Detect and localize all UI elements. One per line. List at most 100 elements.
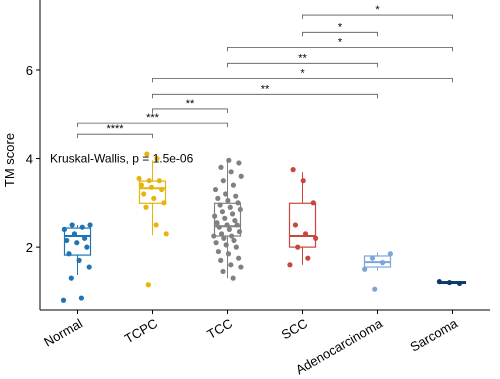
point — [213, 240, 219, 246]
point — [446, 279, 453, 286]
significance-label: ** — [261, 83, 270, 95]
point — [227, 204, 233, 210]
point — [231, 237, 237, 244]
x-tick-label: SCC — [279, 316, 310, 343]
significance-label: ** — [186, 98, 195, 110]
point — [156, 178, 162, 184]
significance-label: * — [338, 21, 343, 33]
point — [69, 222, 75, 228]
significance-bracket — [302, 14, 453, 20]
point — [76, 257, 82, 263]
point — [228, 262, 234, 268]
y-tick-label: 4 — [26, 152, 33, 167]
point — [215, 248, 222, 255]
significance-bracket — [227, 62, 378, 68]
point — [214, 220, 220, 226]
point — [228, 169, 234, 175]
point — [225, 198, 231, 204]
y-axis-label: TM score — [2, 133, 17, 187]
point — [163, 231, 169, 237]
point — [238, 264, 244, 270]
point — [138, 182, 144, 188]
point — [362, 266, 368, 272]
significance-label: * — [338, 36, 343, 48]
point — [60, 297, 67, 303]
significance-bracket — [152, 108, 228, 113]
point — [236, 255, 242, 261]
point — [223, 242, 229, 248]
point — [141, 191, 147, 197]
point — [287, 262, 293, 268]
significance-bracket — [77, 133, 153, 139]
point — [230, 182, 237, 188]
point — [211, 233, 217, 239]
point — [225, 251, 232, 257]
box-group — [436, 279, 467, 287]
point — [456, 280, 463, 287]
point — [302, 231, 309, 237]
point — [295, 244, 301, 250]
point — [144, 151, 150, 157]
point — [223, 191, 229, 197]
point — [84, 244, 90, 250]
point — [154, 155, 160, 162]
significance-bracket — [302, 31, 378, 37]
point — [153, 222, 159, 228]
point — [233, 244, 239, 250]
box-group — [362, 251, 393, 292]
x-tick-label: Normal — [41, 316, 85, 350]
point — [229, 233, 235, 239]
point — [233, 193, 239, 199]
point — [237, 206, 243, 213]
point — [229, 211, 236, 217]
point — [236, 229, 243, 235]
point — [219, 209, 226, 215]
point — [218, 257, 224, 263]
point — [220, 268, 226, 275]
point — [222, 215, 228, 221]
point — [221, 235, 227, 241]
significance-bracket — [152, 93, 378, 99]
point — [226, 157, 232, 163]
point — [151, 195, 157, 201]
point — [218, 231, 225, 237]
box-group — [136, 151, 169, 288]
point — [224, 222, 230, 228]
point — [300, 178, 306, 184]
point — [212, 213, 218, 219]
point — [212, 186, 219, 193]
point — [87, 222, 93, 228]
significance-bracket — [152, 77, 453, 83]
point — [235, 200, 241, 206]
point — [61, 226, 67, 232]
significance-label: **** — [106, 123, 124, 135]
point — [158, 186, 165, 193]
point — [238, 173, 244, 179]
point — [372, 286, 378, 292]
point — [387, 251, 393, 257]
significance-label: ** — [298, 52, 307, 64]
point — [234, 222, 240, 228]
point — [290, 167, 296, 173]
point — [143, 204, 149, 210]
point — [379, 260, 386, 266]
point — [226, 226, 232, 232]
box-group — [211, 157, 244, 281]
point — [146, 178, 152, 184]
point — [236, 160, 242, 166]
significance-bracket — [77, 122, 228, 128]
point — [136, 175, 142, 182]
significance-label: *** — [146, 112, 160, 124]
box — [138, 180, 167, 204]
point — [148, 184, 155, 190]
point — [78, 295, 84, 301]
significance-label: * — [300, 67, 305, 79]
point — [86, 264, 92, 270]
point — [230, 275, 236, 281]
point — [220, 178, 226, 184]
point — [369, 255, 376, 261]
annotation: Kruskal-Wallis, p = 1.5e-06 — [50, 152, 194, 166]
point — [436, 279, 442, 285]
point — [71, 231, 78, 237]
